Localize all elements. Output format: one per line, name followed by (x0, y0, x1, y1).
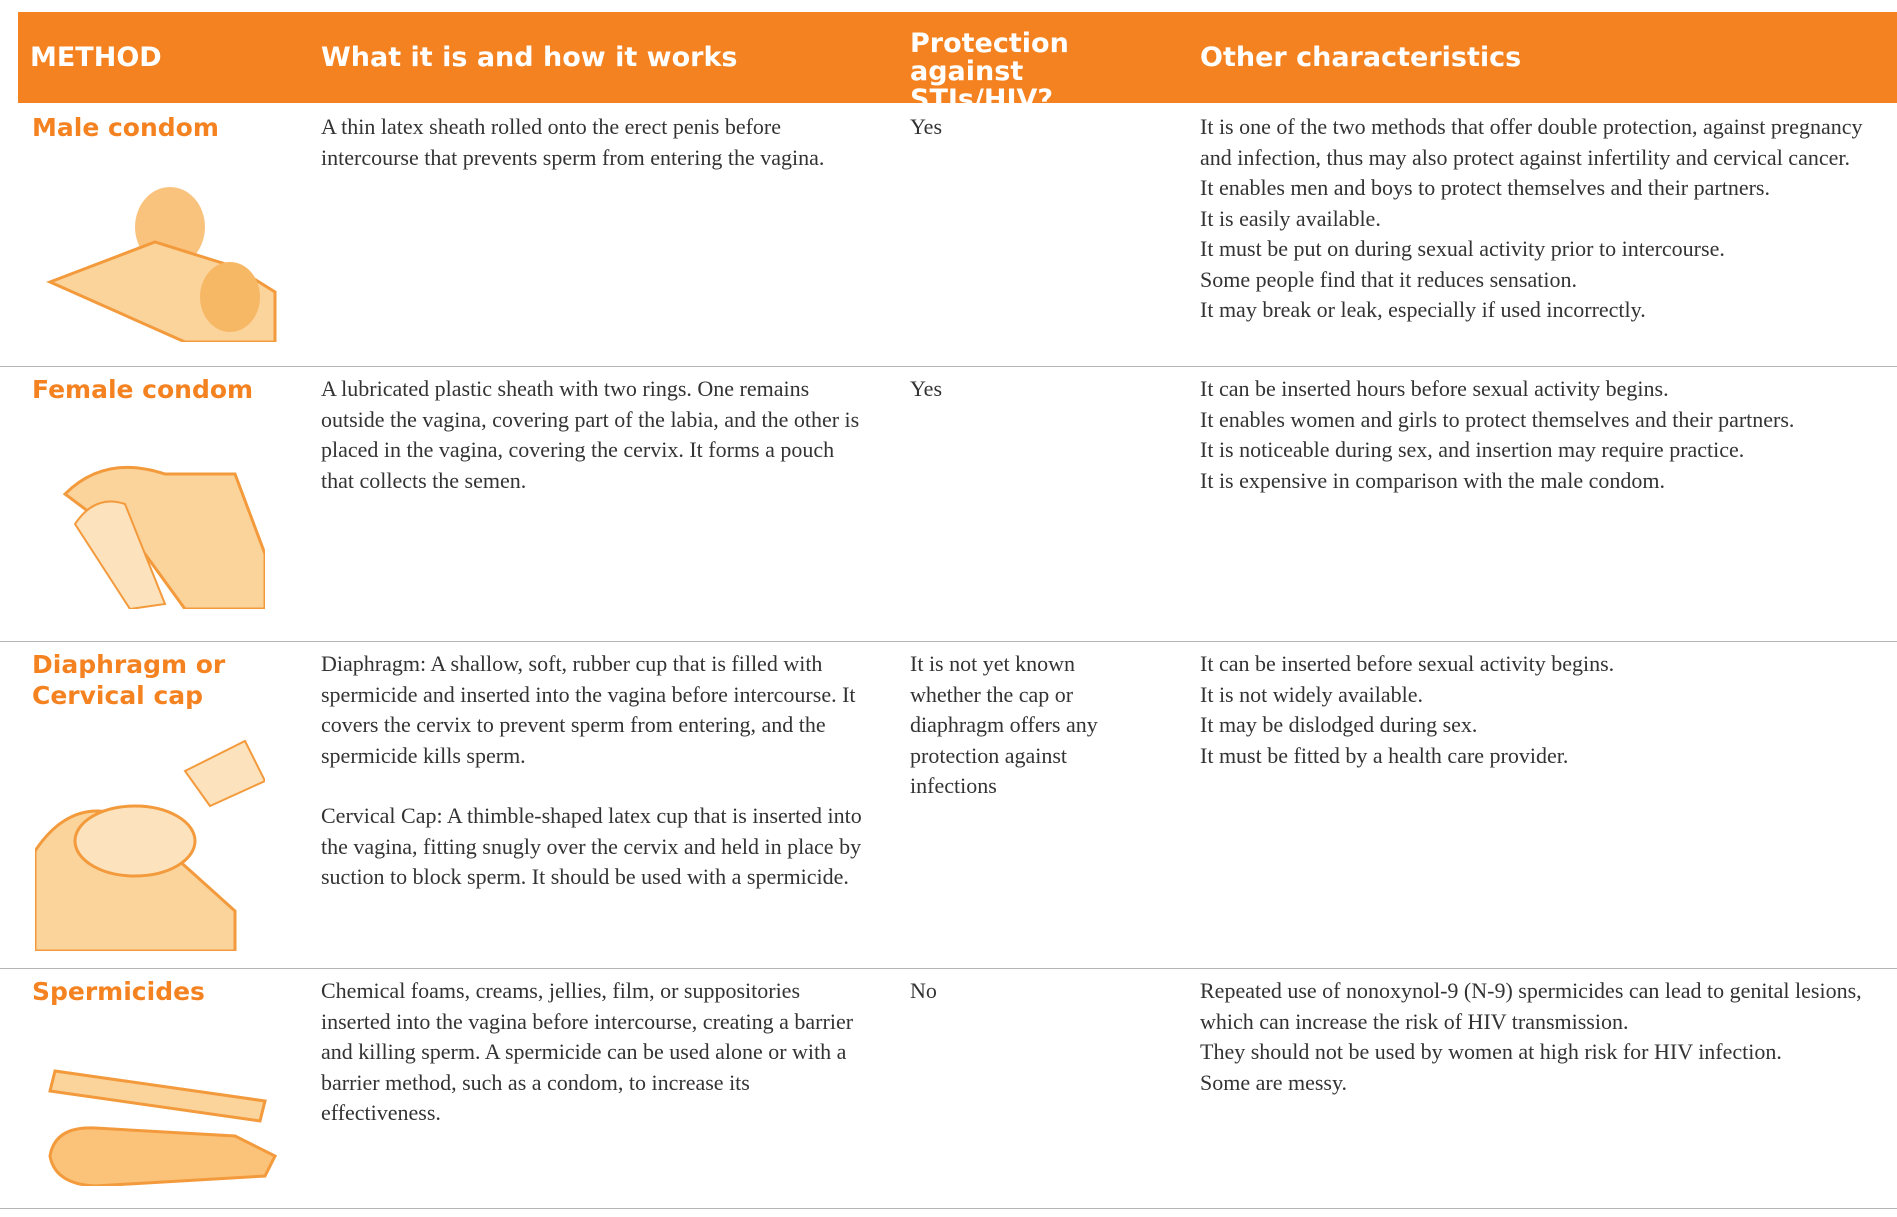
table-row: Male condom A thin latex sheath rolled on… (0, 104, 1897, 367)
description-paragraph: Cervical Cap: A thimble-shaped latex cup… (321, 803, 862, 889)
protection: No (910, 978, 937, 1003)
characteristic: Repeated use of nonoxynol-9 (N-9) spermi… (1200, 978, 1862, 1034)
method-name: Spermicides (32, 977, 205, 1006)
characteristic: It enables men and boys to protect thems… (1200, 175, 1770, 200)
table-row: Spermicides Chemical foams, creams, jelli… (0, 968, 1897, 1209)
description: A thin latex sheath rolled onto the erec… (321, 112, 871, 203)
protection: Yes (910, 376, 943, 401)
characteristic: It must be fitted by a health care provi… (1200, 742, 1569, 768)
characteristic: It can be inserted hours before sexual a… (1200, 376, 1669, 401)
characteristic: It is one of the two methods that offer … (1200, 114, 1863, 170)
description-paragraph: A thin latex sheath rolled onto the erec… (321, 114, 825, 170)
characteristic: It is expensive in comparison with the m… (1200, 467, 1665, 493)
header-cell: Protection against STIs/HIV? (910, 28, 1069, 115)
characteristic: Some people find that it reduces sensati… (1200, 266, 1577, 292)
description-paragraph: Chemical foams, creams, jellies, film, o… (321, 978, 854, 1125)
characteristic: It is noticeable during sex, and inserti… (1200, 437, 1745, 462)
other-characteristics: It is one of the two methods that offer … (1200, 112, 1890, 326)
description: Chemical foams, creams, jellies, film, o… (321, 976, 871, 1159)
characteristic: It is easily available. (1200, 205, 1381, 231)
other-characteristics: It can be inserted hours before sexual a… (1200, 374, 1890, 496)
characteristic: It is not widely available. (1200, 681, 1423, 707)
characteristic: They should not be used by women at high… (1200, 1039, 1782, 1064)
header-cell: METHOD (30, 42, 162, 73)
protection: Yes (910, 114, 943, 139)
characteristic: It may be dislodged during sex. (1200, 712, 1478, 737)
illustration (35, 434, 267, 614)
protection: It is not yet known whether the cap or d… (910, 651, 1098, 798)
description-paragraph: Diaphragm: A shallow, soft, rubber cup t… (321, 651, 856, 768)
characteristic: Some are messy. (1200, 1069, 1348, 1095)
characteristic: It enables women and girls to protect th… (1200, 406, 1795, 432)
method-name: Male condom (32, 113, 219, 142)
characteristic: It may break or leak, especially if used… (1200, 297, 1646, 322)
characteristic: It must be put on during sexual activity… (1200, 236, 1725, 261)
description: A lubricated plastic sheath with two rin… (321, 374, 871, 526)
method-name: Diaphragm or Cervical cap (32, 650, 226, 710)
illustration (35, 172, 280, 347)
table-row: Diaphragm or Cervical cap Diaphragm: A sh… (0, 641, 1897, 969)
header-bar: METHOD What it is and how it works Prote… (18, 12, 1897, 114)
table-row: Female condom A lubricated plastic sheath… (0, 366, 1897, 642)
header-cell: What it is and how it works (321, 42, 738, 73)
method-name: Female condom (32, 375, 254, 404)
other-characteristics: It can be inserted before sexual activit… (1200, 649, 1890, 771)
description-paragraph: A lubricated plastic sheath with two rin… (321, 376, 860, 493)
other-characteristics: Repeated use of nonoxynol-9 (N-9) spermi… (1200, 976, 1890, 1098)
illustration (35, 1016, 280, 1191)
header-cell: Other characteristics (1200, 42, 1522, 73)
illustration (33, 731, 267, 956)
description: Diaphragm: A shallow, soft, rubber cup t… (321, 649, 871, 923)
characteristic: It can be inserted before sexual activit… (1200, 651, 1615, 676)
